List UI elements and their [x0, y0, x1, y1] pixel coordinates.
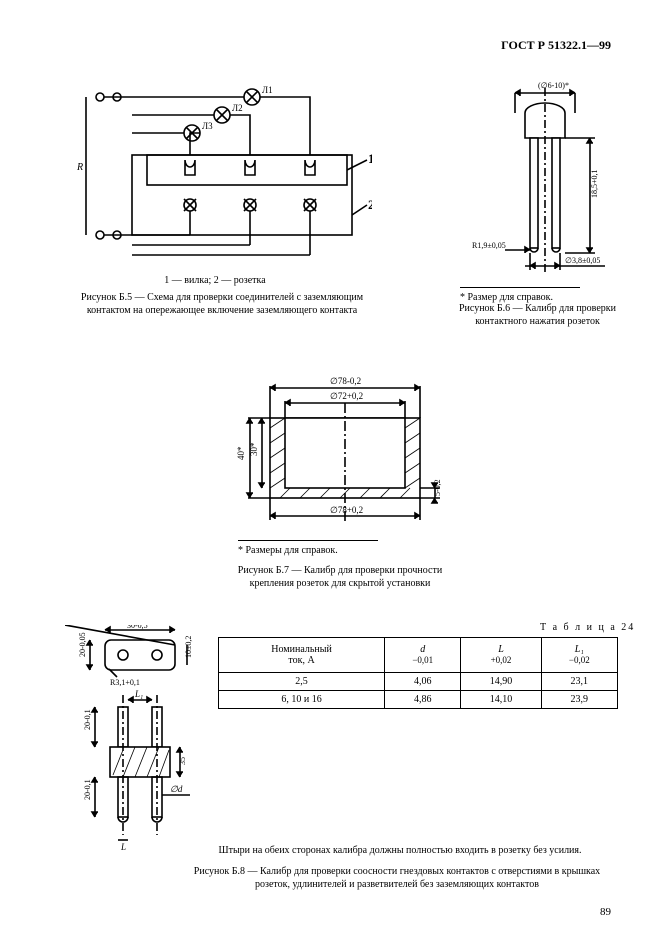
dim-d: ∅d	[170, 784, 183, 794]
dim-h1: 20-0,05	[78, 632, 87, 657]
th-0: Номинальныйток, А	[219, 638, 385, 673]
dim-h: 18,5+0,1	[590, 169, 599, 198]
lbl-l2: Л2	[232, 103, 243, 113]
figure-b7-caption: Рисунок Б.7 — Калибр для проверки прочно…	[230, 565, 450, 590]
figure-b8-caption: Рисунок Б.8 — Калибр для проверки соосно…	[178, 866, 616, 891]
dim-sp: 35	[178, 757, 187, 765]
dim-wall: 5-0,2	[433, 479, 442, 496]
dim-top: (∅6-10)*	[538, 81, 569, 90]
figure-b6-note: * Размер для справок.	[460, 287, 620, 303]
figure-b7: ∅78-0,2 ∅72+0,2 40* 30* 5-0,2 ∅78+0,2	[230, 368, 450, 536]
dim-dy: 10±0,2	[184, 636, 193, 658]
dim-ph2: 20-0,1	[83, 779, 92, 800]
table-24-label: Т а б л и ц а 24	[540, 622, 635, 633]
figure-b5-legend: 1 — вилка; 2 — розетка	[130, 275, 300, 286]
table-row: 2,54,0614,9023,1	[219, 673, 618, 691]
table-row: 6, 10 и 164,8614,1023,9	[219, 691, 618, 709]
figure-b6: (∅6-10)* 18,5+0,1 R1,9±0,05 ∅3,8±0,05	[470, 78, 620, 281]
figure-b5-caption: Рисунок Б.5 — Схема для проверки соедини…	[62, 292, 382, 317]
dim-bot: ∅78+0,2	[330, 505, 363, 515]
dim-l: L	[120, 842, 126, 850]
dim-dbot: ∅3,8±0,05	[565, 256, 600, 265]
page-number: 89	[600, 906, 611, 918]
dim-hout: 40*	[236, 446, 246, 460]
lbl-r: R	[76, 162, 83, 173]
th-1: d−0,01	[385, 638, 461, 673]
lbl-l3: Л3	[202, 121, 213, 131]
th-2: L+0,02	[461, 638, 541, 673]
figure-b8-note: Штыри на обеих сторонах калибра должны п…	[185, 845, 615, 856]
figure-b7-note: * Размеры для справок.	[238, 540, 438, 556]
table-24: Номинальныйток, А d−0,01 L+0,02 L₁−0,02 …	[218, 637, 618, 709]
th-3: L₁−0,02	[541, 638, 617, 673]
figure-b6-caption: Рисунок Б.6 — Калибр для проверки контак…	[450, 303, 625, 328]
dim-w: 30-0,5	[127, 625, 148, 630]
dim-ph: 20-0,1	[83, 709, 92, 730]
dim-out-top: ∅78-0,2	[330, 376, 361, 386]
lbl-1: 1	[368, 151, 372, 166]
dim-r: R1,9±0,05	[472, 241, 506, 250]
dim-l1: L₁	[134, 689, 143, 699]
dim-in-top: ∅72+0,2	[330, 391, 363, 401]
dim-rad: R3,1+0,1	[110, 678, 140, 687]
dim-hin: 30*	[249, 442, 259, 456]
figure-b5: Л1 Л2 Л3 1 2 R	[72, 75, 372, 270]
standard-header: ГОСТ Р 51322.1—99	[501, 38, 611, 53]
lbl-2: 2	[368, 197, 372, 212]
figure-b8: 30-0,5 20-0,05 10±0,2 R3,1+0,1 L₁ 20-0,1…	[65, 625, 205, 853]
lbl-l1: Л1	[262, 85, 273, 95]
